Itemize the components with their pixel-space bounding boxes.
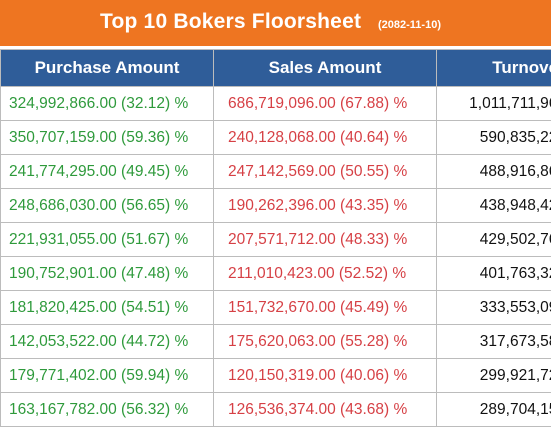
sales-cell: 151,732,670.00 (45.49) %	[213, 290, 437, 325]
turnover-cell: 590,835,227	[436, 120, 551, 155]
sales-cell: 190,262,396.00 (43.35) %	[213, 188, 437, 223]
column-header-sales: Sales Amount	[213, 49, 437, 87]
purchase-cell: 142,053,522.00 (44.72) %	[0, 324, 214, 359]
purchase-cell: 163,167,782.00 (56.32) %	[0, 392, 214, 427]
sales-cell: 126,536,374.00 (43.68) %	[213, 392, 437, 427]
table-row: 241,774,295.00 (49.45) % 247,142,569.00 …	[0, 154, 551, 189]
floorsheet-table: Purchase Amount Sales Amount Turnover 32…	[0, 49, 551, 427]
table-row: 142,053,522.00 (44.72) % 175,620,063.00 …	[0, 324, 551, 359]
turnover-cell: 401,763,324	[436, 256, 551, 291]
table-row: 181,820,425.00 (54.51) % 151,732,670.00 …	[0, 290, 551, 325]
sales-cell: 175,620,063.00 (55.28) %	[213, 324, 437, 359]
purchase-cell: 350,707,159.00 (59.36) %	[0, 120, 214, 155]
turnover-cell: 299,921,721	[436, 358, 551, 393]
table-row: 163,167,782.00 (56.32) % 126,536,374.00 …	[0, 392, 551, 427]
sales-cell: 120,150,319.00 (40.06) %	[213, 358, 437, 393]
table-row: 190,752,901.00 (47.48) % 211,010,423.00 …	[0, 256, 551, 291]
purchase-cell: 181,820,425.00 (54.51) %	[0, 290, 214, 325]
purchase-cell: 179,771,402.00 (59.94) %	[0, 358, 214, 393]
table-row: 179,771,402.00 (59.94) % 120,150,319.00 …	[0, 358, 551, 393]
column-header-turnover: Turnover	[436, 49, 551, 87]
turnover-cell: 429,502,767	[436, 222, 551, 257]
page-title: Top 10 Bokers Floorsheet	[100, 10, 362, 33]
purchase-cell: 324,992,866.00 (32.12) %	[0, 86, 214, 121]
turnover-cell: 333,553,095	[436, 290, 551, 325]
sales-cell: 686,719,096.00 (67.88) %	[213, 86, 437, 121]
sales-cell: 211,010,423.00 (52.52) %	[213, 256, 437, 291]
table-row: 350,707,159.00 (59.36) % 240,128,068.00 …	[0, 120, 551, 155]
turnover-cell: 438,948,426	[436, 188, 551, 223]
table-row: 324,992,866.00 (32.12) % 686,719,096.00 …	[0, 86, 551, 121]
turnover-cell: 317,673,585	[436, 324, 551, 359]
title-bar: Top 10 Bokers Floorsheet (2082-11-10)	[0, 0, 551, 46]
column-header-purchase: Purchase Amount	[0, 49, 214, 87]
table-row: 248,686,030.00 (56.65) % 190,262,396.00 …	[0, 188, 551, 223]
purchase-cell: 241,774,295.00 (49.45) %	[0, 154, 214, 189]
turnover-cell: 488,916,864	[436, 154, 551, 189]
turnover-cell: 289,704,156	[436, 392, 551, 427]
title-date: (2082-11-10)	[378, 19, 441, 31]
purchase-cell: 248,686,030.00 (56.65) %	[0, 188, 214, 223]
sales-cell: 240,128,068.00 (40.64) %	[213, 120, 437, 155]
turnover-cell: 1,011,711,962	[436, 86, 551, 121]
sales-cell: 207,571,712.00 (48.33) %	[213, 222, 437, 257]
purchase-cell: 190,752,901.00 (47.48) %	[0, 256, 214, 291]
purchase-cell: 221,931,055.00 (51.67) %	[0, 222, 214, 257]
table-header-row: Purchase Amount Sales Amount Turnover	[0, 49, 551, 87]
sales-cell: 247,142,569.00 (50.55) %	[213, 154, 437, 189]
table-row: 221,931,055.00 (51.67) % 207,571,712.00 …	[0, 222, 551, 257]
